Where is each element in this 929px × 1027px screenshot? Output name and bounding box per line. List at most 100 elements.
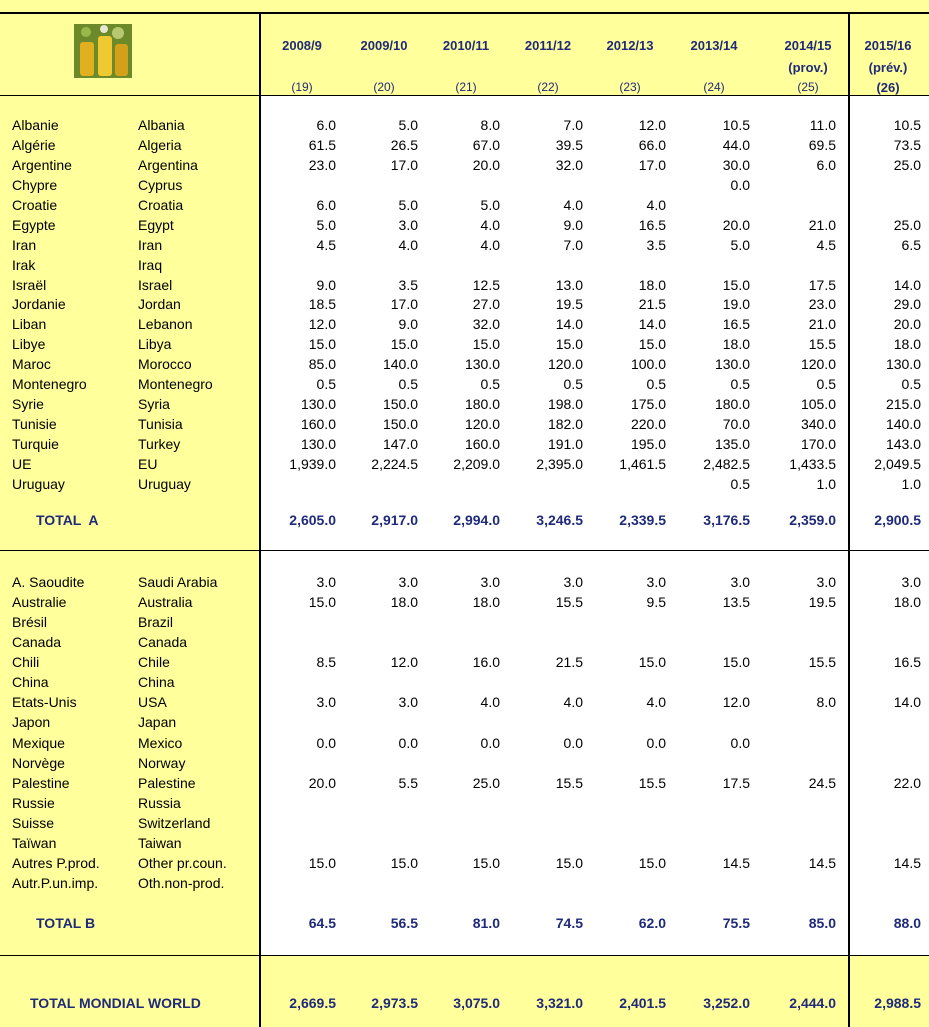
cell-value: 150.0 (382, 416, 418, 432)
row-label-en: USA (138, 694, 167, 710)
cell-value: 340.0 (800, 416, 836, 432)
column-number: (26) (876, 80, 900, 95)
row-label-fr: Russie (12, 795, 55, 811)
cell-value: 2,669.5 (289, 995, 336, 1011)
world-label: TOTAL MONDIAL WORLD (30, 995, 201, 1011)
cell-value: 3.0 (398, 574, 418, 590)
cell-value: 16.5 (893, 654, 921, 670)
cell-value: 5.0 (398, 117, 418, 133)
cell-value: 26.5 (390, 137, 418, 153)
cell-value: 2,605.0 (289, 512, 336, 528)
header-band (0, 0, 929, 95)
column-year: 2013/14 (690, 38, 738, 53)
cell-value: 3,252.0 (703, 995, 750, 1011)
row-label-fr: Egypte (12, 217, 56, 233)
row-label-fr: Taïwan (12, 835, 57, 851)
cell-value: 14.5 (722, 855, 750, 871)
cell-value: 14.0 (893, 277, 921, 293)
cell-value: 61.5 (308, 137, 336, 153)
cell-value: 0.5 (316, 376, 336, 392)
row-label-en: Libya (138, 336, 172, 352)
cell-value: 14.5 (893, 855, 921, 871)
cell-value: 140.0 (382, 356, 418, 372)
row-label-fr: Brésil (12, 614, 48, 630)
cell-value: 150.0 (382, 396, 418, 412)
cell-value: 2,049.5 (874, 456, 921, 472)
cell-value: 3,321.0 (536, 995, 583, 1011)
cell-value: 3.0 (398, 694, 418, 710)
cell-value: 14.0 (893, 694, 921, 710)
cell-value: 195.0 (630, 436, 666, 452)
cell-value: 4.0 (480, 217, 500, 233)
row-label-en: Albania (138, 117, 185, 133)
row-label-en: Uruguay (138, 476, 191, 492)
cell-value: 4.0 (480, 694, 500, 710)
cell-value: 2,395.0 (536, 456, 583, 472)
cell-value: 130.0 (300, 436, 336, 452)
cell-value: 16.5 (638, 217, 666, 233)
cell-value: 0.5 (563, 376, 583, 392)
cell-value: 130.0 (714, 356, 750, 372)
cell-value: 1.0 (816, 476, 836, 492)
cell-value: 140.0 (885, 416, 921, 432)
cell-value: 44.0 (722, 137, 750, 153)
column-year: 2008/9 (282, 38, 322, 53)
cell-value: 120.0 (464, 416, 500, 432)
cell-value: 8.5 (316, 654, 336, 670)
row-label-fr: Chili (12, 654, 40, 670)
row-label-en: Montenegro (138, 376, 213, 392)
row-label-en: Saudi Arabia (138, 574, 218, 590)
cell-value: 21.0 (808, 217, 836, 233)
cell-value: 9.0 (398, 316, 418, 332)
cell-value: 4.0 (646, 694, 666, 710)
row-label-en: Oth.non-prod. (138, 875, 225, 891)
column-year: 2015/16 (864, 38, 912, 53)
cell-value: 8.0 (816, 694, 836, 710)
row-label-fr: UE (12, 456, 32, 472)
cell-value: 3.5 (398, 277, 418, 293)
cell-value: 198.0 (547, 396, 583, 412)
cell-value: 21.5 (555, 654, 583, 670)
cell-value: 15.5 (555, 594, 583, 610)
cell-value: 25.0 (472, 775, 500, 791)
row-label-fr: Etats-Unis (12, 694, 77, 710)
cell-value: 2,900.5 (874, 512, 921, 528)
cell-value: 191.0 (547, 436, 583, 452)
cell-value: 10.5 (722, 117, 750, 133)
cell-value: 6.0 (316, 197, 336, 213)
row-label-fr: Algérie (12, 137, 56, 153)
cell-value: 15.5 (555, 775, 583, 791)
cell-value: 120.0 (800, 356, 836, 372)
cell-value: 2,339.5 (619, 512, 666, 528)
cell-value: 15.0 (638, 855, 666, 871)
cell-value: 2,482.5 (703, 456, 750, 472)
cell-value: 160.0 (300, 416, 336, 432)
cell-value: 4.0 (563, 694, 583, 710)
cell-value: 66.0 (638, 137, 666, 153)
cell-value: 3.0 (646, 574, 666, 590)
cell-value: 20.0 (893, 316, 921, 332)
cell-value: 15.0 (390, 855, 418, 871)
cell-value: 3.0 (901, 574, 921, 590)
cell-value: 10.5 (893, 117, 921, 133)
row-label-fr: Chypre (12, 177, 58, 193)
cell-value: 39.5 (555, 137, 583, 153)
cell-value: 30.0 (722, 157, 750, 173)
cell-value: 8.0 (480, 117, 500, 133)
row-label-en: Tunisia (138, 416, 183, 432)
cell-value: 7.0 (563, 117, 583, 133)
cell-value: 105.0 (800, 396, 836, 412)
column-number: (19) (291, 80, 313, 94)
cell-value: 85.0 (308, 356, 336, 372)
cell-value: 1,433.5 (789, 456, 836, 472)
cell-value: 0.0 (563, 735, 583, 751)
cell-value: 17.5 (722, 775, 750, 791)
cell-value: 15.0 (555, 855, 583, 871)
cell-value: 15.5 (808, 654, 836, 670)
cell-value: 6.5 (901, 237, 921, 253)
cell-value: 73.5 (893, 137, 921, 153)
cell-value: 15.0 (638, 336, 666, 352)
total-label: TOTAL A (36, 512, 99, 528)
cell-value: 3,075.0 (453, 995, 500, 1011)
